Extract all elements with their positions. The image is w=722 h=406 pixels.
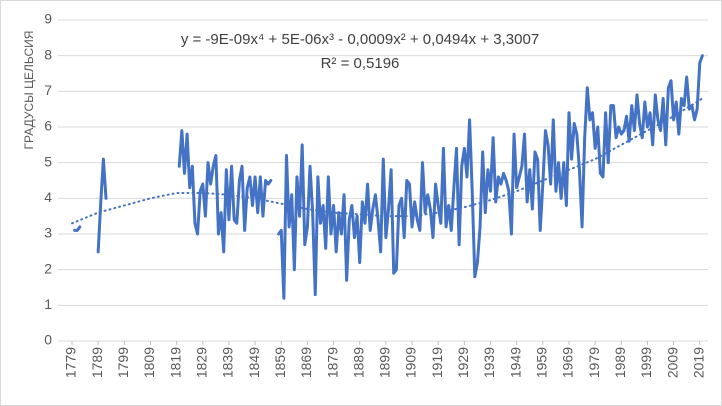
x-tick-label: 1919 [429, 347, 445, 378]
y-tick-label: 6 [44, 118, 52, 134]
y-tick-label: 1 [44, 296, 52, 312]
y-tick-label: 5 [44, 153, 52, 169]
data-line [96, 157, 108, 254]
y-tick-label: 8 [44, 46, 52, 62]
x-tick-label: 1809 [141, 347, 157, 378]
x-tick-label: 1819 [167, 347, 183, 378]
x-tick-label: 1889 [350, 347, 366, 378]
y-axis-label: ГРАДУСЫ ЦЕЛЬСИЯ [22, 31, 36, 150]
x-tick-label: 1949 [507, 347, 523, 378]
x-tick-label: 1989 [612, 347, 628, 378]
x-tick-label: 1939 [481, 347, 497, 378]
x-tick-label: 1929 [455, 347, 471, 378]
x-tick-label: 1999 [638, 347, 654, 378]
x-tick-label: 1799 [115, 347, 131, 378]
data-line [73, 225, 82, 232]
trend-equation: y = -9E-09x⁴ + 5E-06x³ - 0,0009x² + 0,04… [181, 31, 539, 48]
x-tick-label: 1969 [560, 347, 576, 378]
x-tick-label: 1879 [324, 347, 340, 378]
x-tick-label: 1849 [246, 347, 262, 378]
x-tick-label: 1979 [586, 347, 602, 378]
x-tick-label: 1789 [89, 347, 105, 378]
y-tick-label: 9 [44, 11, 52, 27]
y-tick-label: 7 [44, 82, 52, 98]
y-tick-label: 4 [44, 189, 52, 205]
x-tick-label: 1839 [220, 347, 236, 378]
y-tick-label: 0 [44, 332, 52, 348]
x-tick-label: 1899 [377, 347, 393, 378]
x-tick-label: 1829 [193, 347, 209, 378]
x-tick-label: 1909 [403, 347, 419, 378]
x-tick-label: 2009 [664, 347, 680, 378]
x-tick-label: 1869 [298, 347, 314, 378]
data-line [277, 54, 704, 300]
x-tick-label: 2019 [690, 347, 706, 378]
r-squared: R² = 0,5196 [321, 55, 400, 72]
x-tick-label: 1779 [63, 347, 79, 378]
y-tick-label: 2 [44, 260, 52, 276]
y-tick-label: 3 [44, 225, 52, 241]
data-line [177, 129, 273, 254]
x-tick-label: 1859 [272, 347, 288, 378]
x-tick-label: 1959 [534, 347, 550, 378]
